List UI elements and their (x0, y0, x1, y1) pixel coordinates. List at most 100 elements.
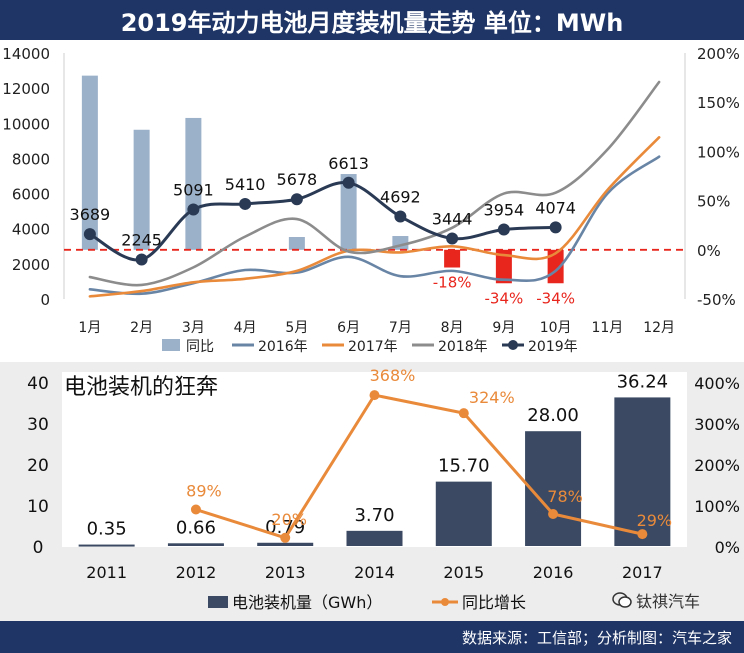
chart1-data-label-2019: 4074 (535, 198, 576, 217)
chart2-bar-label: 36.24 (617, 371, 669, 392)
chart2-bar (346, 530, 403, 546)
chart2-growth-label: 368% (370, 366, 416, 385)
chart1-y-right-tick: 0% (697, 242, 721, 260)
chart2-title: 电池装机的狂奔 (64, 375, 218, 400)
chart1-y-left-tick: 8000 (12, 150, 50, 168)
chart2-x-tick: 2013 (265, 563, 306, 582)
chart1-line-2018 (88, 80, 661, 287)
chart1-data-label-2019: 6613 (328, 154, 369, 173)
chart1-y-left-tick: 4000 (12, 221, 50, 239)
chart1-point-2019 (135, 253, 148, 266)
chart1-y-right-tick: 50% (697, 193, 730, 211)
chart2-growth-point (369, 390, 380, 401)
chart1-background (0, 40, 744, 358)
chart2-growth-line (195, 393, 643, 540)
chart2-growth-point (458, 408, 469, 419)
chart1-point-2019 (446, 232, 459, 245)
chart2-bar-label: 28.00 (527, 405, 579, 426)
chart2-bar-label: 15.70 (438, 456, 490, 477)
chart1-point-2019 (83, 228, 96, 241)
chart1-yoy-bar (340, 174, 357, 250)
chart2-legend-swatch-bar (208, 596, 228, 608)
chart2-growth-point (548, 509, 559, 520)
chart1-yoy-bar (81, 75, 98, 250)
chart1-legend-label: 2018年 (438, 339, 488, 355)
chart2-growth-label: 29% (637, 511, 673, 530)
chart1-legend-marker-2019 (508, 340, 518, 350)
chart1-legend-label: 2016年 (258, 339, 308, 355)
wechat-icon (612, 592, 632, 608)
chart2-x-tick: 2012 (176, 563, 217, 582)
chart1-negative-label: -34% (484, 289, 523, 307)
chart1-legend-label: 同比 (186, 339, 214, 355)
chart2-y-left-tick: 0 (33, 538, 44, 558)
chart1-x-tick: 10月 (540, 320, 572, 336)
chart1-data-label-2019: 5678 (277, 170, 318, 189)
chart1-legend-swatch-yoy (162, 339, 180, 351)
chart1-y-left-tick: 14000 (2, 45, 50, 63)
chart2-growth-point (190, 504, 201, 515)
chart1-yoy-bar (444, 249, 461, 268)
chart1-negative-label: -34% (536, 289, 575, 307)
chart2-growth-point (637, 529, 648, 540)
chart1-x-tick: 5月 (285, 320, 308, 336)
watermark-text: 钛祺汽车 (636, 592, 701, 611)
chart2-y-right-tick: 400% (694, 374, 740, 393)
chart1-point-2019 (549, 221, 562, 234)
chart1-data-label-2019: 4692 (380, 188, 421, 207)
chart1-y-left-tick: 6000 (12, 186, 50, 204)
chart2-bar (167, 543, 224, 546)
chart2-bar (257, 542, 314, 546)
chart1-point-2019 (239, 197, 252, 210)
chart2-x-tick: 2016 (533, 563, 574, 582)
chart2-y-right-tick: 200% (694, 456, 740, 475)
chart1-point-2019 (342, 176, 355, 189)
chart1-x-tick: 6月 (337, 320, 360, 336)
chart1-y-left-tick: 12000 (2, 80, 50, 98)
chart2-y-left-tick: 20 (27, 456, 49, 476)
chart2-bar (78, 544, 135, 547)
chart2-x-tick: 2017 (622, 563, 663, 582)
chart1-yoy-bar (288, 237, 305, 250)
chart2-x-tick: 2011 (86, 563, 127, 582)
chart1-data-label-2019: 5091 (173, 181, 214, 200)
chart1-data-label-2019: 3444 (432, 209, 473, 228)
chart2-bar (525, 431, 582, 546)
chart1-legend-label: 2017年 (348, 339, 398, 355)
chart2-legend-label-line: 同比增长 (462, 593, 526, 612)
chart1-data-label-2019: 3954 (484, 201, 525, 220)
chart1-x-tick: 7月 (389, 320, 412, 336)
chart2-growth-label: 89% (186, 482, 222, 501)
chart2-bar-label: 0.66 (176, 517, 216, 538)
chart1-data-label-2019: 5410 (225, 175, 266, 194)
chart1-data-label-2019: 2245 (121, 231, 162, 250)
chart1-point-2019 (290, 193, 303, 206)
chart1-x-tick: 9月 (492, 320, 515, 336)
chart1-x-tick: 4月 (234, 320, 257, 336)
chart2-plot-area (62, 372, 687, 547)
chart2-bar-label: 0.35 (87, 519, 127, 540)
chart1-line-2019 (88, 181, 558, 262)
chart2-x-tick: 2015 (443, 563, 484, 582)
chart1-point-2019 (497, 223, 510, 236)
chart1-yoy-bar (495, 249, 512, 284)
chart1-y-left-tick: 0 (40, 291, 50, 309)
chart1-x-tick: 2月 (130, 320, 153, 336)
chart2-bar (614, 397, 671, 546)
chart1-yoy-bar (185, 117, 202, 250)
chart2-growth-label: 78% (547, 487, 583, 506)
title-banner: 2019年动力电池月度装机量走势 单位：MWh (0, 0, 744, 40)
chart1-y-right-tick: -50% (697, 291, 736, 309)
source-note: 数据来源：工信部；分析制图：汽车之家 (461, 628, 732, 647)
chart2-y-left-tick: 30 (27, 415, 49, 435)
chart1-x-tick: 1月 (78, 320, 101, 336)
chart1-x-tick: 11月 (591, 320, 623, 336)
chart2-legend-marker-line (441, 598, 449, 606)
chart2-y-left-tick: 10 (27, 497, 49, 517)
chart2-growth-point (280, 532, 291, 543)
chart2-bar-label: 3.70 (354, 505, 394, 526)
chart2-y-right-tick: 0% (715, 538, 740, 557)
chart1-y-right-tick: 200% (697, 45, 740, 63)
